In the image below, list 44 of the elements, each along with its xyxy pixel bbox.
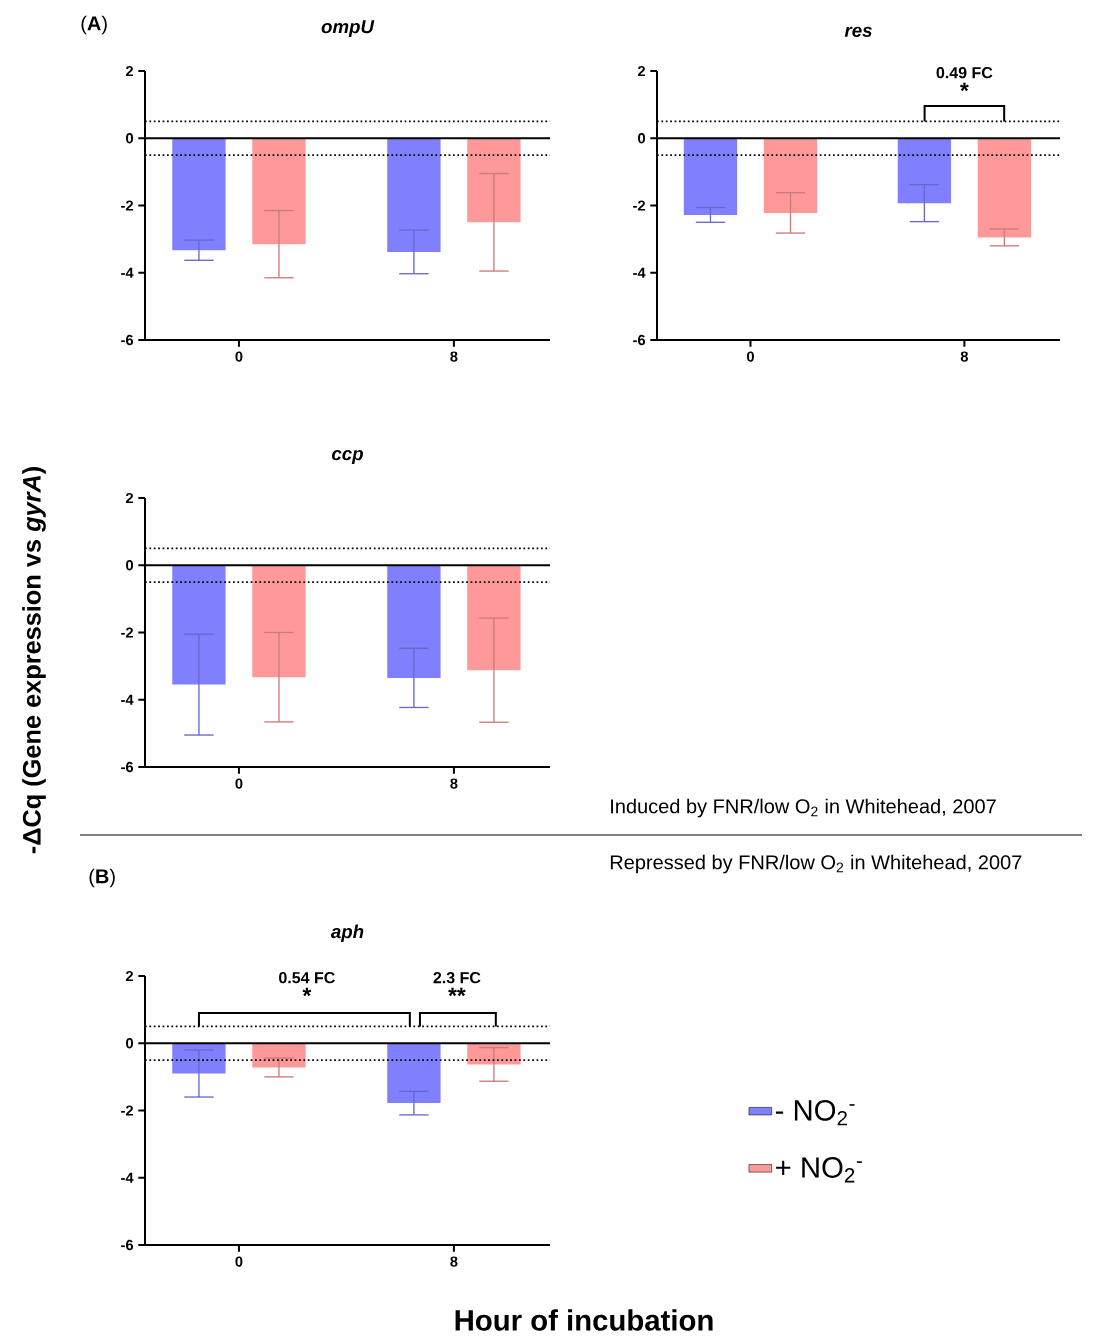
x-axis-title: Hour of incubation [455,1309,713,1331]
x-tick-label: 8 [960,351,969,362]
annotation: ** [448,987,466,997]
text: Induced by FNR/low O$_{2}$ in Whitehead, 2007 [611,798,996,818]
text: (B) [89,868,115,888]
chart-title: res [844,26,872,37]
x-tick-label: 8 [450,1256,458,1267]
legend-label: - NO$_{2}$- [775,1099,855,1126]
annotation: 2.3 FC [433,972,481,984]
text: (A) [81,15,107,35]
y-tick-label: -6 [633,334,646,346]
y-tick-label: -4 [633,267,646,278]
x-tick-label: 0 [746,351,754,362]
legend-label: + NO$_{2}$- [776,1157,862,1183]
y-tick-label: -4 [121,1172,134,1183]
y-tick-label: -6 [121,334,134,346]
y-tick-label: -2 [633,200,646,211]
y-tick-label: -2 [121,1105,134,1116]
y-tick-label: 2 [125,492,134,504]
y-tick-label: -4 [121,267,134,278]
chart-title: ompU [321,20,375,37]
annotation: * [960,82,969,92]
x-tick-label: 8 [450,778,458,789]
y-tick-label: -6 [121,1239,134,1251]
y-tick-label: -4 [121,694,134,705]
y-tick-label: 0 [126,1038,134,1049]
y-axis-title: -ΔCq (Gene expression vs gyrA) [22,467,46,854]
annotation: * [302,987,312,997]
y-tick-label: 2 [125,65,134,77]
y-tick-label: 2 [637,65,646,77]
annotation: 0.54 FC [279,972,335,984]
y-tick-label: 0 [126,560,134,571]
y-tick-label: -2 [121,200,134,211]
y-tick-label: -6 [121,761,134,773]
x-tick-label: 8 [450,351,458,362]
x-tick-label: 0 [235,351,243,362]
y-tick-label: 0 [126,133,134,144]
annotation: 0.49 FC [936,67,993,79]
y-tick-label: 2 [125,970,134,982]
text: Repressed by FNR/low O$_{2}$ in Whitehead, 2007 [610,854,1022,874]
y-tick-label: 0 [638,133,646,144]
y-tick-label: -2 [121,627,134,638]
chart-title: aph [330,924,364,942]
chart-title: ccp [331,450,363,464]
